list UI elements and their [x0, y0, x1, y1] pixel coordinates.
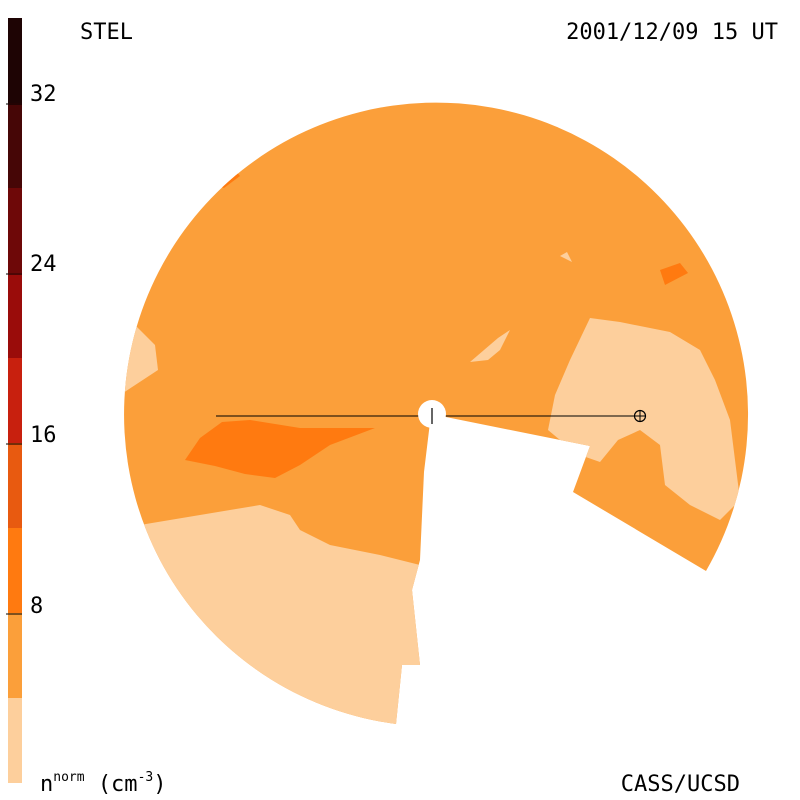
colorbar-segment-0 [8, 698, 22, 783]
density-region-low-speck [560, 252, 572, 262]
colorbar-tick-8: 8 [30, 594, 44, 619]
density-unit-label: nnorm (cm-3) [40, 771, 166, 796]
colorbar-segment-5 [8, 273, 22, 358]
colorbar-segment-6 [8, 188, 22, 273]
unit-paren: (cm [97, 772, 138, 797]
unit-prefix: n [40, 772, 54, 797]
unit-superscript: norm [53, 770, 85, 785]
colorbar-tick-16: 16 [30, 423, 57, 448]
density-region-low-west [124, 320, 158, 400]
colorbar-segment-8 [8, 18, 22, 103]
density-region-high-west [185, 420, 375, 478]
density-region-high-east [660, 263, 688, 285]
timestamp-label: 2001/12/09 15 UT [566, 20, 778, 45]
colorbar-segment-2 [8, 528, 22, 613]
station-label: STEL [80, 20, 133, 45]
colorbar-segment-1 [8, 613, 22, 698]
colorbar-segment-7 [8, 103, 22, 188]
colorbar-segment-4 [8, 358, 22, 443]
unit-close: ) [153, 772, 167, 797]
earth-symbol [633, 409, 647, 423]
colorbar-tick-24: 24 [30, 252, 57, 277]
colorbar-tick-32: 32 [30, 82, 57, 107]
density-region-low-notch [470, 330, 510, 362]
density-region-low-southwest [124, 505, 430, 724]
colorbar-segment-3 [8, 443, 22, 528]
unit-exponent: -3 [137, 770, 154, 785]
credit-label: CASS/UCSD [620, 772, 740, 797]
